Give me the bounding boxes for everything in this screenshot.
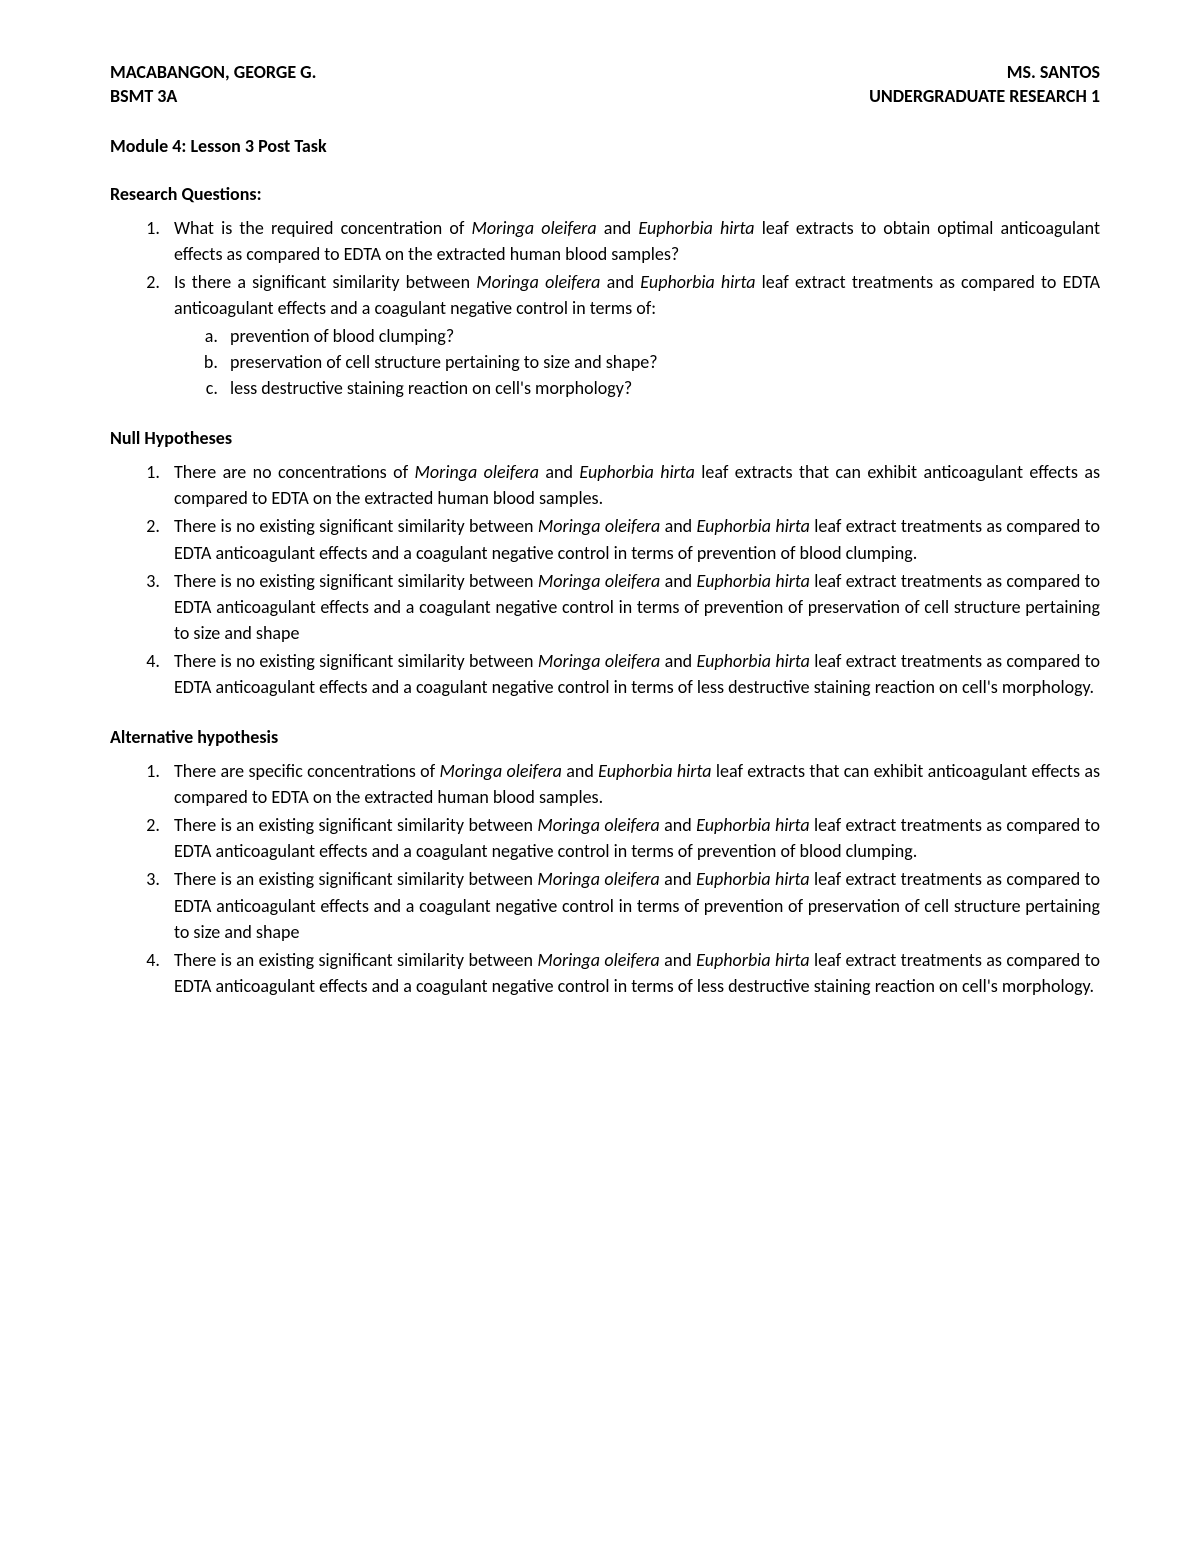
scientific-name: Moringa oleifera bbox=[471, 217, 596, 239]
scientific-name: Euphorbia hirta bbox=[638, 217, 754, 239]
scientific-name: Euphorbia hirta bbox=[579, 461, 694, 483]
null-hypotheses-list: There are no concentrations of Moringa o… bbox=[110, 459, 1100, 700]
text-segment: and bbox=[600, 271, 640, 293]
text-segment: There are no concentrations of bbox=[174, 461, 415, 483]
rq-sub-b: preservation of cell structure pertainin… bbox=[222, 349, 1100, 375]
scientific-name: Moringa oleifera bbox=[538, 650, 660, 672]
scientific-name: Euphorbia hirta bbox=[640, 271, 755, 293]
null-item-2: There is no existing significant similar… bbox=[164, 513, 1100, 565]
text-segment: There is no existing significant similar… bbox=[174, 570, 538, 592]
course-name: UNDERGRADUATE RESEARCH 1 bbox=[869, 84, 1100, 108]
alt-item-2: There is an existing significant similar… bbox=[164, 812, 1100, 864]
text-segment: and bbox=[660, 868, 696, 890]
text-segment: There is an existing significant similar… bbox=[174, 868, 537, 890]
null-item-4: There is no existing significant similar… bbox=[164, 648, 1100, 700]
scientific-name: Moringa oleifera bbox=[538, 570, 660, 592]
text-segment: There are specific concentrations of bbox=[174, 760, 440, 782]
scientific-name: Euphorbia hirta bbox=[696, 949, 809, 971]
header-right: MS. SANTOS UNDERGRADUATE RESEARCH 1 bbox=[869, 60, 1100, 109]
text-segment: and bbox=[660, 570, 696, 592]
text-segment: and bbox=[539, 461, 579, 483]
text-segment: and bbox=[597, 217, 639, 239]
module-title: Module 4: Lesson 3 Post Task bbox=[110, 135, 1100, 157]
student-section: BSMT 3A bbox=[110, 84, 316, 108]
text-segment: What is the required concentration of bbox=[174, 217, 471, 239]
null-item-1: There are no concentrations of Moringa o… bbox=[164, 459, 1100, 511]
null-item-3: There is no existing significant similar… bbox=[164, 568, 1100, 646]
document-page: MACABANGON, GEORGE G. BSMT 3A MS. SANTOS… bbox=[0, 0, 1200, 1553]
header-left: MACABANGON, GEORGE G. BSMT 3A bbox=[110, 60, 316, 109]
scientific-name: Moringa oleifera bbox=[537, 868, 659, 890]
null-hypotheses-heading: Null Hypotheses bbox=[110, 427, 1100, 449]
rq-sub-c: less destructive staining reaction on ce… bbox=[222, 375, 1100, 401]
text-segment: and bbox=[660, 650, 696, 672]
scientific-name: Euphorbia hirta bbox=[697, 515, 810, 537]
text-segment: and bbox=[660, 814, 696, 836]
scientific-name: Moringa oleifera bbox=[476, 271, 600, 293]
research-questions-heading: Research Questions: bbox=[110, 183, 1100, 205]
alternative-hypothesis-heading: Alternative hypothesis bbox=[110, 726, 1100, 748]
text-segment: and bbox=[660, 515, 696, 537]
text-segment: There is no existing significant similar… bbox=[174, 650, 538, 672]
rq-item-1: What is the required concentration of Mo… bbox=[164, 215, 1100, 267]
page-header: MACABANGON, GEORGE G. BSMT 3A MS. SANTOS… bbox=[110, 60, 1100, 109]
rq-item-2: Is there a significant similarity betwee… bbox=[164, 269, 1100, 401]
scientific-name: Moringa oleifera bbox=[440, 760, 562, 782]
alternative-hypothesis-list: There are specific concentrations of Mor… bbox=[110, 758, 1100, 999]
scientific-name: Moringa oleifera bbox=[415, 461, 539, 483]
instructor-name: MS. SANTOS bbox=[869, 60, 1100, 84]
scientific-name: Moringa oleifera bbox=[538, 515, 660, 537]
text-segment: and bbox=[660, 949, 696, 971]
alt-item-1: There are specific concentrations of Mor… bbox=[164, 758, 1100, 810]
text-segment: There is an existing significant similar… bbox=[174, 949, 537, 971]
text-segment: There is no existing significant similar… bbox=[174, 515, 538, 537]
scientific-name: Euphorbia hirta bbox=[598, 760, 711, 782]
alt-item-4: There is an existing significant similar… bbox=[164, 947, 1100, 999]
rq-sub-a: prevention of blood clumping? bbox=[222, 323, 1100, 349]
text-segment: and bbox=[562, 760, 598, 782]
student-name: MACABANGON, GEORGE G. bbox=[110, 60, 316, 84]
scientific-name: Moringa oleifera bbox=[537, 949, 659, 971]
scientific-name: Euphorbia hirta bbox=[697, 650, 810, 672]
rq-sublist: prevention of blood clumping? preservati… bbox=[174, 323, 1100, 401]
scientific-name: Moringa oleifera bbox=[537, 814, 659, 836]
scientific-name: Euphorbia hirta bbox=[697, 570, 810, 592]
research-questions-list: What is the required concentration of Mo… bbox=[110, 215, 1100, 402]
text-segment: There is an existing significant similar… bbox=[174, 814, 537, 836]
alt-item-3: There is an existing significant similar… bbox=[164, 866, 1100, 944]
scientific-name: Euphorbia hirta bbox=[696, 814, 809, 836]
text-segment: Is there a significant similarity betwee… bbox=[174, 271, 476, 293]
scientific-name: Euphorbia hirta bbox=[696, 868, 809, 890]
